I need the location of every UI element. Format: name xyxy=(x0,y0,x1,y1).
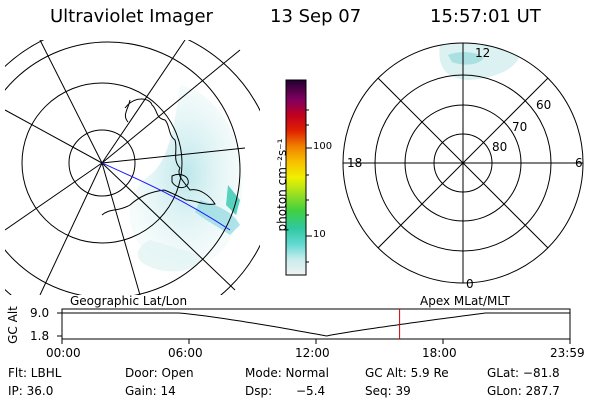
geo-map xyxy=(5,40,260,295)
date-label: 13 Sep 07 xyxy=(270,6,362,27)
geo-coord-label: Geographic Lat/Lon xyxy=(70,294,188,308)
x-tick-1800: 18:00 xyxy=(422,346,457,360)
lat-label-60: 60 xyxy=(536,98,552,112)
info-gc-alt: GC Alt: 5.9 Re xyxy=(365,366,449,380)
colorbar xyxy=(285,79,307,276)
mlt-label-6: 6 xyxy=(575,156,583,170)
info-mode: Mode: Normal xyxy=(245,366,329,380)
colorbar-tick-100: 100 xyxy=(313,141,333,152)
lat-label-70: 70 xyxy=(512,120,528,134)
satellite-track xyxy=(101,162,231,231)
x-tick-0000: 00:00 xyxy=(46,346,81,360)
x-tick-0600: 06:00 xyxy=(168,346,203,360)
time-label: 15:57:01 UT xyxy=(430,6,541,27)
info-dsp-value: −5.4 xyxy=(296,384,326,398)
x-tick-2359: 23:59 xyxy=(550,346,585,360)
apex-coord-label: Apex MLat/MLT xyxy=(420,294,510,308)
info-glat: GLat: −81.8 xyxy=(487,366,560,380)
colorbar-unit-label: photon cm⁻²s⁻¹ xyxy=(275,138,289,232)
info-ip: IP: 36.0 xyxy=(8,384,54,398)
y-tick-1-8: 1.8 xyxy=(30,329,50,343)
timeline-plot xyxy=(57,308,571,344)
info-flt: Flt: LBHL xyxy=(8,366,62,380)
mlt-label-0: 0 xyxy=(466,277,474,291)
instrument-title: Ultraviolet Imager xyxy=(50,6,213,27)
x-tick-1200: 12:00 xyxy=(295,346,330,360)
info-glon: GLon: 287.7 xyxy=(487,384,560,398)
gc-alt-axis-title: GC Alt xyxy=(5,306,20,344)
mlt-label-18: 18 xyxy=(347,156,363,170)
coastline xyxy=(101,98,216,216)
mlt-label-12: 12 xyxy=(475,46,491,60)
info-seq: Seq: 39 xyxy=(365,384,411,398)
lat-label-80: 80 xyxy=(492,140,508,154)
info-door: Door: Open xyxy=(125,366,194,380)
colorbar-tick-10: 10 xyxy=(313,229,326,240)
info-gain: Gain: 14 xyxy=(125,384,176,398)
y-tick-9: 9.0 xyxy=(30,306,50,320)
polar-plot xyxy=(342,42,584,284)
altitude-curve xyxy=(62,312,570,337)
info-dsp-label: Dsp: xyxy=(245,384,273,398)
